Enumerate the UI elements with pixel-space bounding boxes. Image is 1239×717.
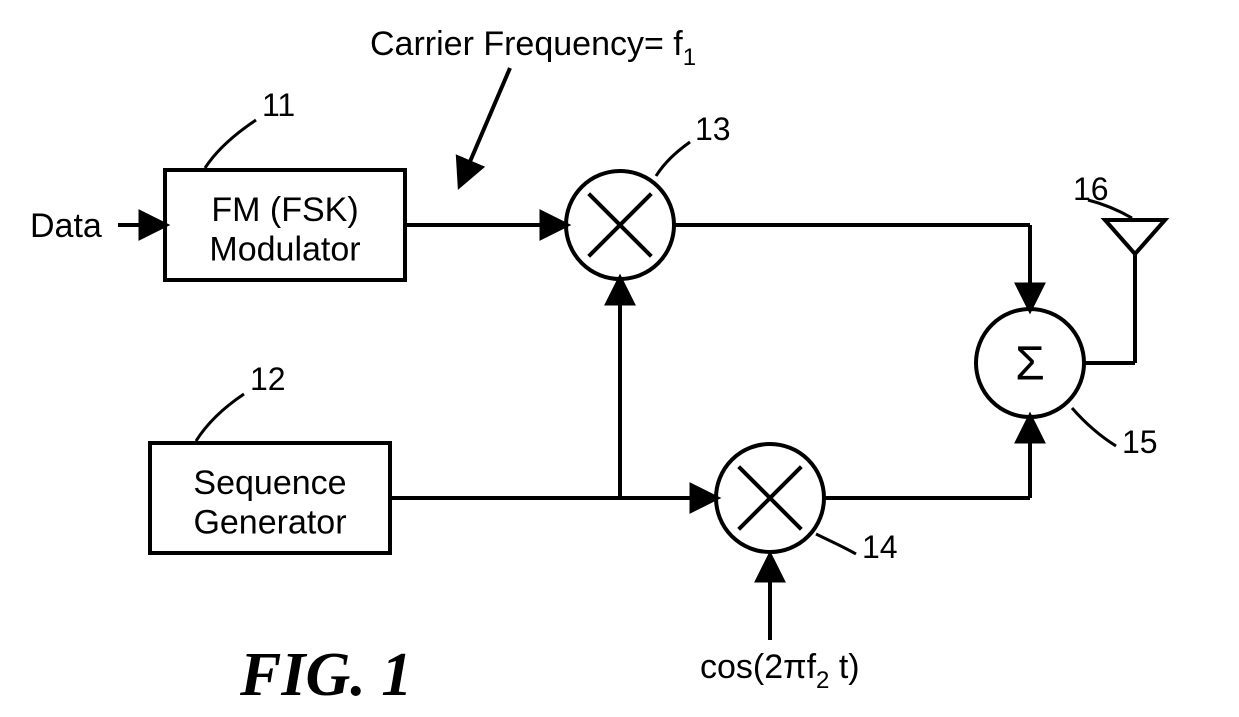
leader-15 — [1072, 408, 1116, 446]
carrier-arrow — [460, 68, 510, 185]
ref-15: 15 — [1122, 424, 1158, 460]
antenna-16 — [1105, 220, 1165, 254]
data-label: Data — [30, 207, 102, 245]
leader-12 — [196, 394, 244, 441]
fm-modulator-block-line2: Modulator — [209, 230, 360, 268]
sequence-generator-block-line2: Generator — [193, 503, 346, 541]
sequence-generator-block-line1: Sequence — [193, 464, 346, 502]
ref-12: 12 — [250, 361, 286, 397]
fm-modulator-block-line1: FM (FSK) — [211, 191, 358, 229]
leader-14 — [816, 534, 856, 554]
leader-11 — [205, 120, 256, 168]
ref-13: 13 — [695, 111, 731, 147]
ref-16: 16 — [1073, 171, 1109, 207]
carrier-freq-label: Carrier Frequency= f1 — [370, 25, 696, 71]
cos-label: cos(2πf2 t) — [700, 648, 860, 694]
ref-11: 11 — [262, 87, 295, 123]
summer-15-symbol: Σ — [1015, 338, 1045, 391]
block-diagram: FM (FSK)Modulator SequenceGenerator Σ Data C… — [0, 0, 1239, 717]
ref-14: 14 — [862, 529, 898, 565]
figure-caption: FIG. 1 — [239, 641, 412, 709]
leader-13 — [656, 142, 690, 176]
